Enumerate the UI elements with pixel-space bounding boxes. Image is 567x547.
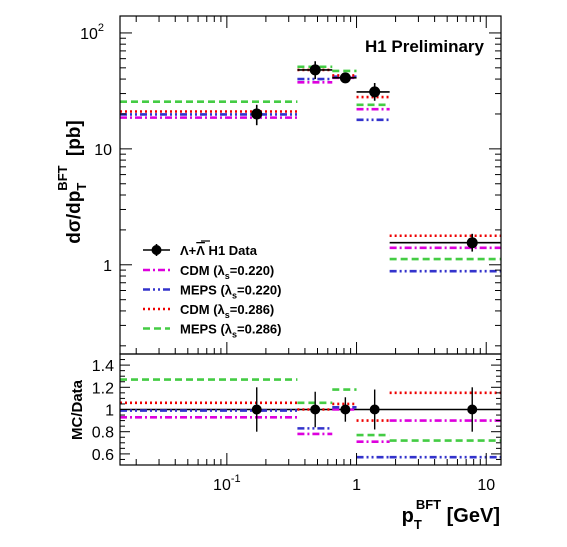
data-point [339,72,351,84]
x-axis-label: pTBFT [GeV] [402,497,500,532]
legend-model-label: CDM (λs=0.286) [180,302,274,320]
ratio-y-tick-label: 1.4 [92,358,114,375]
axes: 10-1 1 10 1 10 102 0.6 0.8 1 1.2 1.4 [80,16,501,494]
ratio-y-tick-label: 1.2 [92,380,114,397]
svg-text:pTBFT [GeV]: pTBFT [GeV] [402,497,500,532]
legend: Λ+Λ H1 Data CDM (λs=0.220) MEPS (λs=0.220)… [143,240,281,340]
svg-text:MC/Data: MC/Data [69,379,86,440]
svg-text:dσ/dpTBFT [pb]: dσ/dpTBFT [pb] [55,120,89,244]
y-tick-label: 1 [103,258,112,275]
y-tick-label: 102 [80,22,104,43]
ratio-y-tick-label: 0.6 [92,447,114,464]
ratio-data-point [369,404,380,415]
ratio-data-point [467,404,478,415]
ratio-y-tick-label: 1 [105,403,114,420]
legend-data-marker [151,245,162,255]
x-tick-label: 1 [352,477,361,494]
main-y-axis-label: dσ/dpTBFT [pb] [55,120,89,244]
x-tick-label: 10 [477,477,495,494]
chart-annotation: H1 Preliminary [365,37,485,56]
x-tick-label: 10-1 [213,473,241,494]
ratio-data-point [310,404,321,415]
legend-model-label: MEPS (λs=0.286) [180,322,281,340]
ratio-y-axis-label: MC/Data [69,379,86,440]
ratio-plot-area [120,378,501,459]
data-point [251,108,263,120]
legend-model-label: CDM (λs=0.220) [180,263,274,281]
data-point [369,86,381,98]
ratio-data-point [251,404,262,415]
main-plot-area [120,61,501,273]
legend-model-label: MEPS (λs=0.220) [180,283,281,301]
y-tick-label: 10 [94,142,112,159]
ratio-data-point [340,404,351,415]
data-point [309,64,321,76]
legend-data-label: Λ+Λ H1 Data [180,243,258,258]
data-point [466,237,478,249]
ratio-y-tick-label: 0.8 [92,425,114,442]
